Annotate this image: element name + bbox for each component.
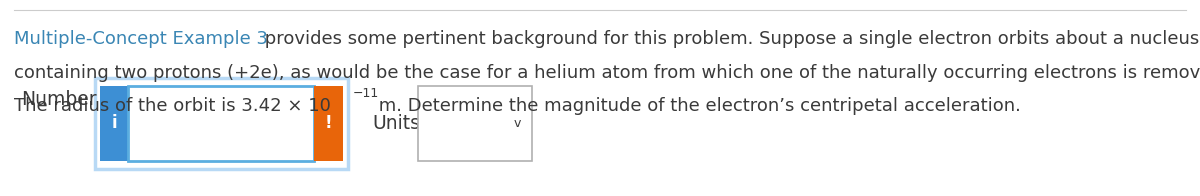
Text: −11: −11 <box>353 87 379 100</box>
Text: v: v <box>514 117 521 130</box>
Text: i: i <box>112 114 116 132</box>
FancyBboxPatch shape <box>128 86 314 161</box>
Text: m. Determine the magnitude of the electron’s centripetal acceleration.: m. Determine the magnitude of the electr… <box>373 97 1021 115</box>
Text: Multiple-Concept Example 3: Multiple-Concept Example 3 <box>14 30 269 48</box>
Text: containing two protons (+2e), as would be the case for a helium atom from which : containing two protons (+2e), as would b… <box>14 64 1200 82</box>
Text: Units: Units <box>372 114 420 133</box>
FancyBboxPatch shape <box>314 86 343 161</box>
FancyBboxPatch shape <box>100 86 128 161</box>
Text: The radius of the orbit is 3.42 × 10: The radius of the orbit is 3.42 × 10 <box>14 97 331 115</box>
FancyBboxPatch shape <box>418 86 532 161</box>
Text: Number: Number <box>22 91 97 109</box>
Text: provides some pertinent background for this problem. Suppose a single electron o: provides some pertinent background for t… <box>258 30 1199 48</box>
Text: !: ! <box>325 114 332 132</box>
